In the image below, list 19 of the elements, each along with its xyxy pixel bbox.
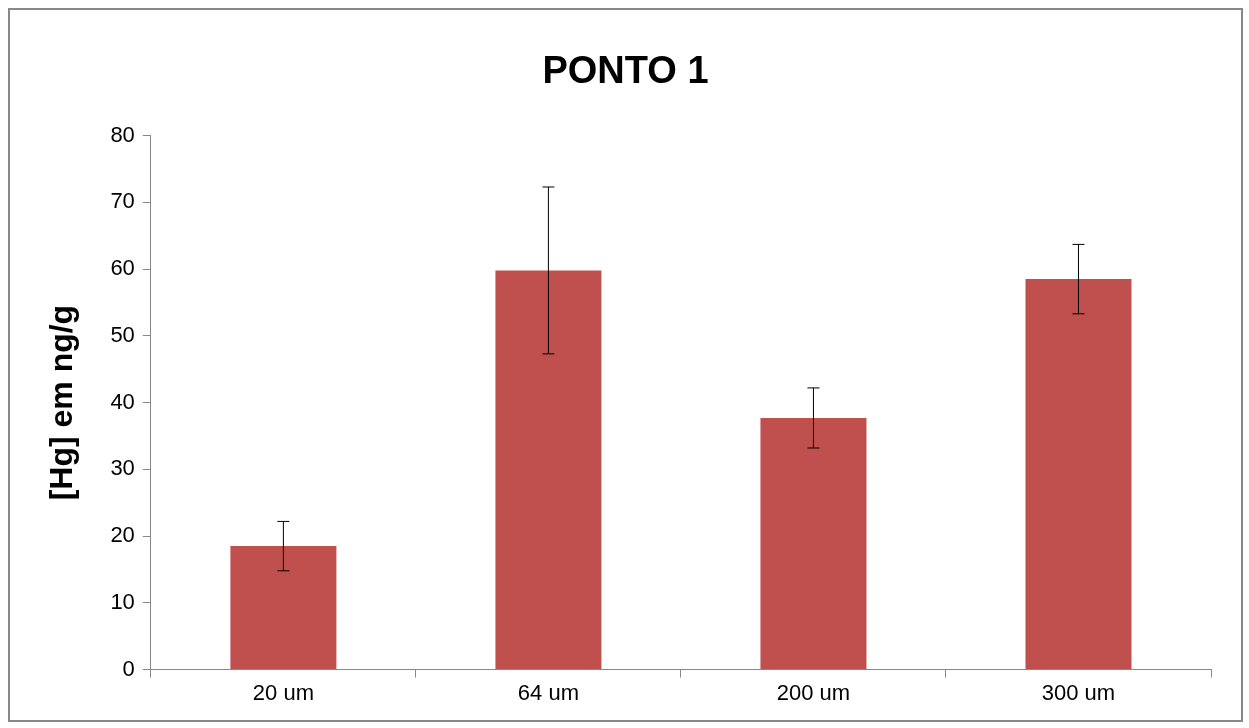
y-tick-label: 20 (110, 522, 135, 548)
y-tick-label: 10 (110, 588, 135, 614)
bar (1025, 279, 1132, 670)
y-tick-label: 30 (110, 455, 135, 481)
bar (760, 417, 867, 670)
y-tick-label: 40 (110, 388, 135, 414)
y-tick-label: 80 (110, 121, 135, 147)
bar (495, 270, 602, 670)
x-tick-label: 300 um (1041, 679, 1116, 705)
y-tick-label: 0 (122, 655, 135, 681)
y-tick-label: 50 (110, 321, 135, 347)
x-tick-label: 200 um (776, 679, 851, 705)
x-tick-label: 20 um (252, 679, 314, 705)
bar (230, 546, 337, 670)
x-tick-label: 64 um (517, 679, 579, 705)
y-tick-label: 70 (110, 188, 135, 214)
y-axis-title: [Hg] em ng/g (43, 304, 80, 501)
y-tick-label: 60 (110, 255, 135, 281)
chart-title: PONTO 1 (542, 49, 709, 92)
